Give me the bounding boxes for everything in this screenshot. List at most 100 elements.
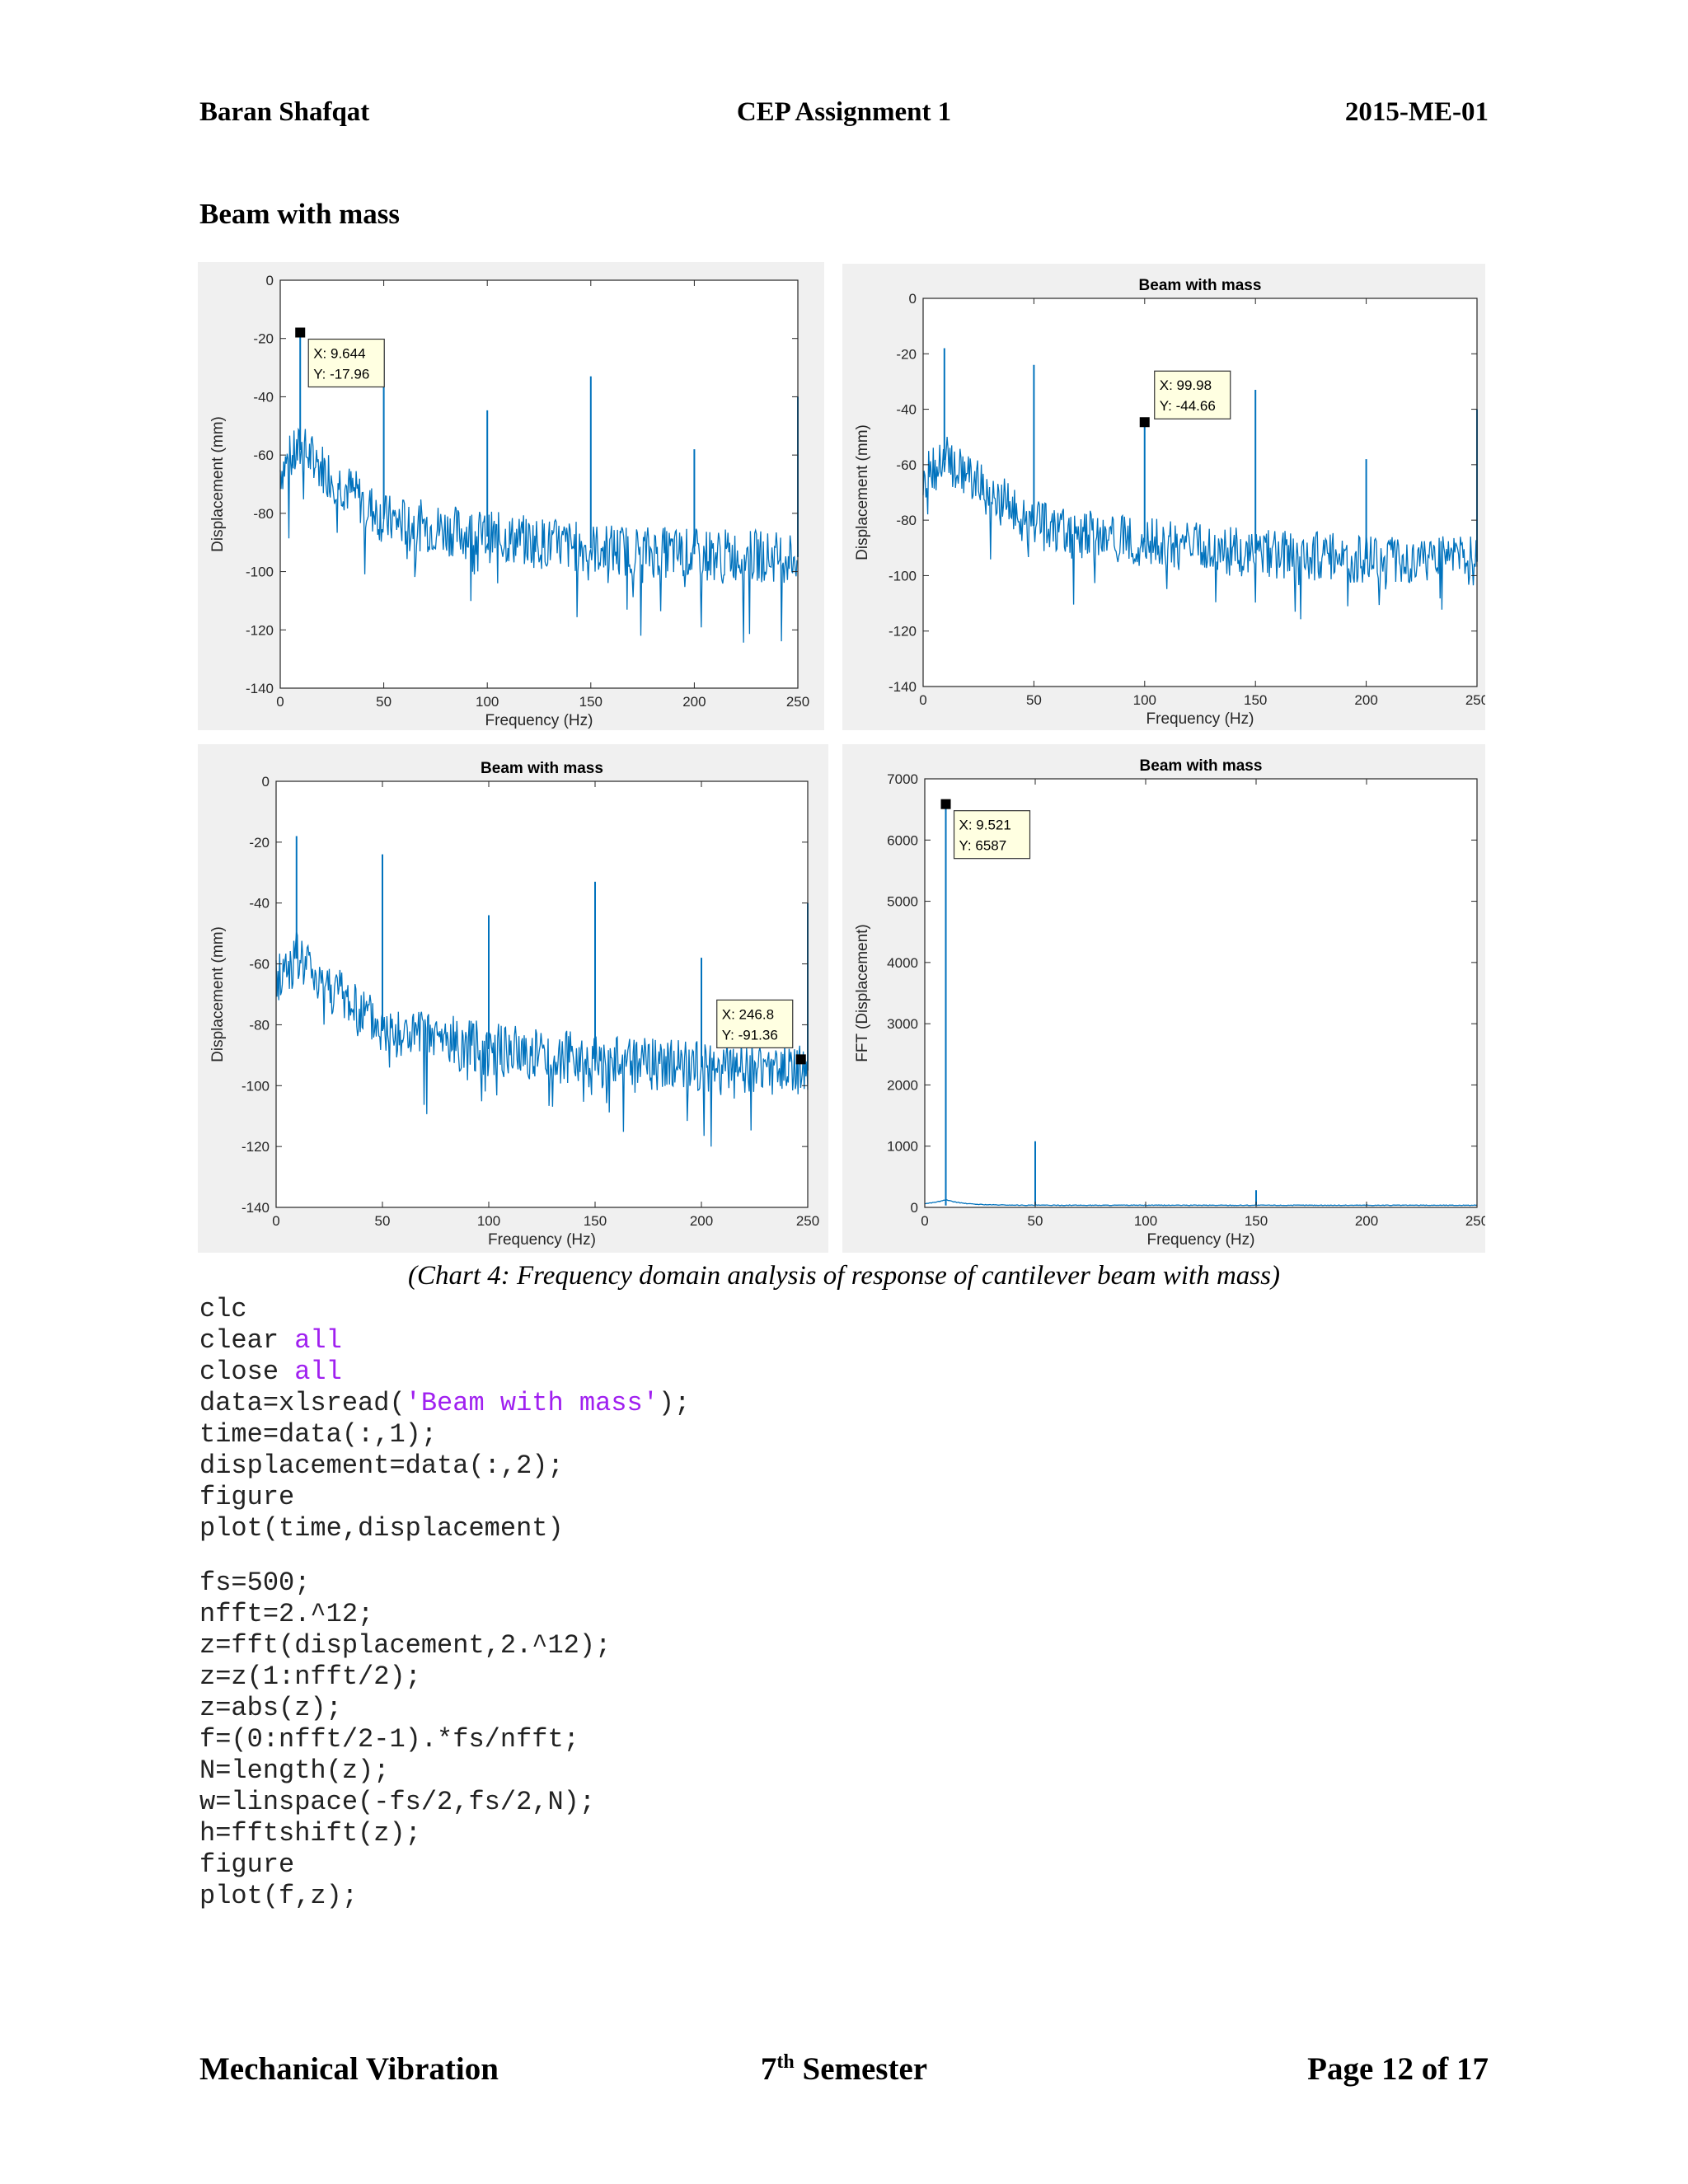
x-tick-label: 200	[690, 1213, 713, 1229]
x-tick-label: 100	[1134, 1213, 1157, 1229]
y-tick-label: 2000	[887, 1077, 918, 1093]
series-line	[924, 1199, 1478, 1207]
code-keyword: 'Beam with mass'	[405, 1388, 659, 1418]
code-line: data=xlsread('Beam with mass');	[199, 1388, 690, 1419]
figure-4: 0 50 100 150 200 250 0 1000 2000 3000 4000 5000 6000…	[842, 744, 1485, 1253]
code-keyword: all	[294, 1325, 342, 1356]
x-tick-label: 0	[919, 692, 926, 708]
x-tick-label: 250	[1465, 1213, 1485, 1229]
chart-3: 0 50 100 150 200 250 0 -20 -40 -60 -80 -100 -120 -140…	[209, 760, 819, 1249]
chart-4: 0 50 100 150 200 250 0 1000 2000 3000 4000 5000 6000…	[854, 757, 1485, 1249]
code-line: h=fftshift(z);	[199, 1818, 690, 1849]
y-tick-label: -80	[253, 506, 274, 522]
y-tick-label: -20	[253, 331, 274, 347]
y-tick-label: 0	[911, 1200, 918, 1216]
plot-area	[923, 298, 1477, 687]
code-text: clc	[199, 1294, 247, 1324]
code-text: clear	[199, 1325, 295, 1356]
code-line: plot(time,displacement)	[199, 1513, 690, 1544]
code-text: f=(0:nfft/2-1).*fs/nfft;	[199, 1724, 579, 1755]
datatip-y: Y: -17.96	[313, 367, 369, 382]
datatip-box	[716, 999, 794, 1048]
y-tick-label: 0	[909, 291, 917, 307]
code-text: h=fftshift(z);	[199, 1818, 421, 1849]
code-text: );	[658, 1388, 691, 1418]
datatip-marker	[1139, 417, 1150, 428]
y-tick-label: -100	[246, 565, 274, 580]
code-line: figure	[199, 1482, 690, 1513]
y-tick-label: -80	[249, 1017, 270, 1033]
y-tick-label: 5000	[887, 894, 918, 910]
code-text: z=fft(displacement,2.^12);	[199, 1630, 612, 1661]
footer-course: Mechanical Vibration	[199, 2051, 499, 2087]
code-line: clc	[199, 1294, 690, 1325]
x-tick-label: 0	[276, 694, 284, 710]
code-line: plot(f,z);	[199, 1881, 690, 1912]
code-text: time=data(:,1);	[199, 1419, 438, 1450]
header-roll-number: 2015-ME-01	[1344, 97, 1489, 127]
code-text: figure	[199, 1482, 295, 1512]
datatip-box	[953, 810, 1031, 860]
footer-page-number: Page 12 of 17	[1307, 2051, 1489, 2087]
code-text: close	[199, 1357, 295, 1387]
axes-box	[279, 279, 799, 689]
datatip-y: Y: -44.66	[1160, 398, 1216, 414]
code-keyword: all	[294, 1357, 342, 1387]
x-tick-label: 0	[921, 1213, 928, 1229]
code-line: fs=500;	[199, 1568, 690, 1599]
series-line	[922, 436, 1478, 620]
y-tick-label: -120	[246, 622, 274, 638]
code-text: plot(f,z);	[199, 1881, 359, 1911]
axes-box	[922, 298, 1478, 687]
code-text: z=abs(z);	[199, 1693, 342, 1723]
axes-box	[924, 778, 1478, 1208]
y-tick-label: 1000	[887, 1139, 918, 1155]
x-tick-label: 50	[376, 694, 392, 710]
datatip-x: X: 9.644	[313, 346, 365, 362]
code-text: N=length(z);	[199, 1755, 390, 1786]
y-tick-label: 3000	[887, 1016, 918, 1032]
figure-caption: (Chart 4: Frequency domain analysis of r…	[408, 1261, 1280, 1291]
y-tick-label: -120	[241, 1139, 270, 1155]
semester-word: Semester	[794, 2051, 928, 2087]
y-axis-label: Displacement (mm)	[209, 416, 227, 552]
datatip-marker	[940, 799, 951, 809]
y-tick-label: -100	[889, 568, 917, 583]
x-tick-label: 50	[1028, 1213, 1043, 1229]
code-line: displacement=data(:,2);	[199, 1451, 690, 1482]
y-tick-label: 0	[262, 774, 270, 790]
y-tick-label: -140	[241, 1200, 270, 1216]
chart-1: 0 50 100 150 200 250 0 -20 -40 -60 -80 -100 -120 -140…	[209, 273, 809, 729]
y-tick-label: 0	[266, 273, 274, 288]
x-tick-label: 250	[1465, 692, 1485, 708]
code-text: data=xlsread(	[199, 1388, 406, 1418]
code-text: displacement=data(:,2);	[199, 1451, 564, 1481]
x-tick-label: 50	[1026, 692, 1042, 708]
y-tick-label: -40	[896, 402, 917, 418]
code-line: z=z(1:nfft/2);	[199, 1661, 690, 1693]
x-tick-label: 200	[1355, 1213, 1378, 1229]
chart-2: 0 50 100 150 200 250 0 -20 -40 -60 -80 -100 -120 -140…	[854, 277, 1485, 728]
datatip-marker	[795, 1054, 806, 1065]
code-line	[199, 1544, 690, 1568]
footer-semester: 7th Semester	[0, 2050, 1688, 2088]
code-line: close all	[199, 1357, 690, 1388]
datatip-box	[1154, 370, 1231, 419]
code-line: time=data(:,1);	[199, 1419, 690, 1451]
datatip-box	[307, 338, 385, 388]
code-line: clear all	[199, 1325, 690, 1357]
y-tick-label: 4000	[887, 955, 918, 971]
y-tick-label: -140	[246, 681, 274, 696]
semester-suffix: th	[776, 2051, 795, 2073]
figure-3: 0 50 100 150 200 250 0 -20 -40 -60 -80 -100 -120 -140…	[198, 744, 828, 1253]
axes-box	[275, 780, 809, 1208]
x-tick-label: 0	[272, 1213, 279, 1229]
code-line: nfft=2.^12;	[199, 1599, 690, 1630]
x-axis-label: Frequency (Hz)	[1146, 710, 1254, 728]
y-axis-label: FFT (Displacement)	[854, 924, 871, 1062]
figure-1: 0 50 100 150 200 250 0 -20 -40 -60 -80 -100 -120 -140…	[198, 262, 824, 730]
code-line: z=abs(z);	[199, 1693, 690, 1724]
x-tick-label: 150	[1245, 1213, 1268, 1229]
y-tick-label: -20	[249, 835, 270, 851]
datatip-y: Y: -91.36	[722, 1027, 778, 1043]
